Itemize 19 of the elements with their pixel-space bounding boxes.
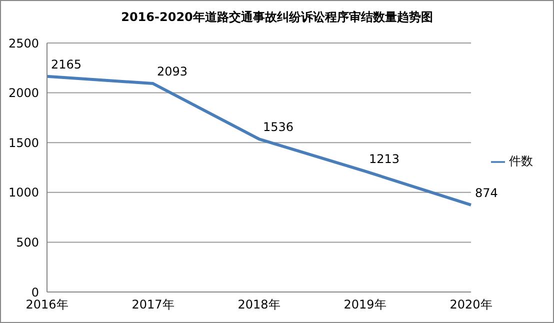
x-tick-label: 2018年	[238, 298, 280, 312]
x-tick-label: 2019年	[344, 298, 386, 312]
chart-title: 2016-2020年道路交通事故纠纷诉讼程序审结数量趋势图	[120, 9, 434, 26]
x-tick-label: 2016年	[26, 298, 68, 312]
y-tick-label: 2000	[8, 86, 39, 100]
legend-label: 件数	[509, 154, 533, 168]
data-label: 2165	[51, 57, 82, 72]
y-tick-label: 0	[31, 285, 39, 300]
x-tick-label: 2017年	[132, 298, 174, 312]
y-tick-label: 500	[16, 235, 39, 250]
data-label: 1213	[369, 152, 400, 166]
y-tick-label: 1500	[8, 136, 39, 150]
x-tick-label: 2020年	[450, 298, 492, 312]
data-label: 1536	[263, 120, 294, 134]
line-series	[46, 74, 472, 206]
y-tick-label: 1000	[8, 186, 39, 200]
y-tick-label: 2500	[8, 36, 39, 50]
data-label: 874	[475, 186, 498, 200]
data-label: 2093	[157, 64, 188, 79]
